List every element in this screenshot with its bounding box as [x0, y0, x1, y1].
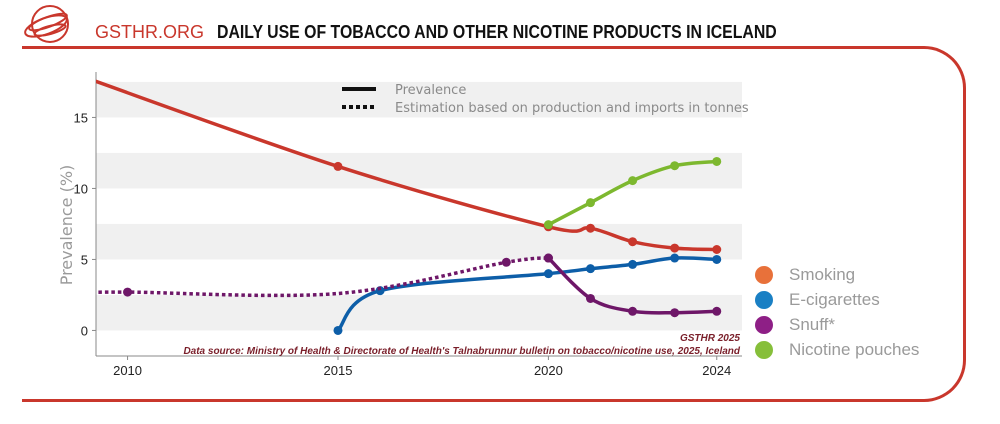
smoking-point: [333, 161, 343, 171]
nicotine-pouches-point: [543, 220, 553, 230]
legend-label: E-cigarettes: [789, 289, 880, 309]
y-tick-label: 15: [74, 110, 88, 125]
x-tick-label: 2015: [324, 363, 353, 378]
legend-item-smoking: Smoking: [755, 262, 919, 287]
legend-label: Nicotine pouches: [789, 339, 920, 359]
smoking-line: [96, 79, 717, 252]
legend-item-snuff: Snuff*: [755, 312, 919, 337]
nicotine-pouches-point: [670, 161, 680, 171]
series-nicotine-pouches: [543, 156, 722, 230]
x-tick-label: 2020: [534, 363, 563, 378]
y-tick-label: 5: [81, 252, 88, 267]
e-cigarettes-dot-icon: [755, 290, 773, 309]
y-tick-label: 0: [81, 323, 88, 338]
smoking-dot-icon: [755, 265, 773, 284]
nicotine-pouches-point: [585, 198, 595, 208]
nicotine-pouches-point: [712, 156, 722, 166]
nicotine-pouches-dot-icon: [755, 340, 773, 359]
grid-band: [96, 152, 742, 189]
e-cigarettes-point: [670, 253, 680, 263]
credit-annotation: GSTHR 2025: [680, 333, 740, 344]
smoking-point: [585, 223, 595, 233]
legend-label: Smoking: [789, 264, 856, 284]
smoking-point: [712, 245, 722, 254]
snuff-point: [123, 287, 133, 297]
source-annotation: Data source: Ministry of Health & Direct…: [183, 346, 740, 357]
nicotine-pouches-point: [628, 176, 638, 186]
e-cigarettes-point: [543, 269, 553, 279]
e-cigarettes-point: [628, 259, 638, 269]
chart-title: DAILY USE OF TOBACCO AND OTHER NICOTINE …: [217, 22, 777, 42]
legend-item-e-cigarettes: E-cigarettes: [755, 287, 919, 312]
e-cigarettes-point: [585, 264, 595, 274]
e-cigarettes-point: [333, 325, 343, 335]
smoking-point: [628, 237, 638, 247]
x-tick-label: 2010: [113, 363, 142, 378]
snuff-line: [96, 256, 549, 298]
gsthr-globe-logo: [24, 5, 69, 43]
legend-item-nicotine-pouches: Nicotine pouches: [755, 337, 919, 362]
y-axis-label: Prevalence (%): [57, 165, 76, 286]
y-tick-label: 10: [74, 181, 88, 196]
snuff-point: [543, 253, 553, 263]
frame-mask: [0, 0, 22, 424]
legend-prevalence-label: Prevalence: [395, 83, 466, 98]
snuff-point: [628, 306, 638, 316]
smoking-point: [670, 243, 680, 253]
snuff-dot-icon: [755, 315, 773, 334]
series-e-cigarettes: [333, 253, 722, 335]
series-legend: Smoking E-cigarettes Snuff* Nicotine pou…: [755, 262, 919, 362]
frame-border: [0, 46, 966, 402]
snuff-point: [712, 306, 722, 316]
snuff-point: [501, 257, 511, 267]
brand-name: GSTHR.ORG: [95, 22, 205, 42]
snuff-point: [670, 308, 680, 318]
legend-label: Snuff*: [789, 314, 836, 334]
e-cigarettes-point: [712, 254, 722, 264]
snuff-point: [585, 293, 595, 303]
series-snuff: [96, 253, 722, 318]
grid-band: [96, 81, 742, 118]
grid-band: [96, 223, 742, 260]
x-tick-label: 2024: [702, 363, 731, 378]
legend-estimation-label: Estimation based on production and impor…: [395, 101, 749, 116]
